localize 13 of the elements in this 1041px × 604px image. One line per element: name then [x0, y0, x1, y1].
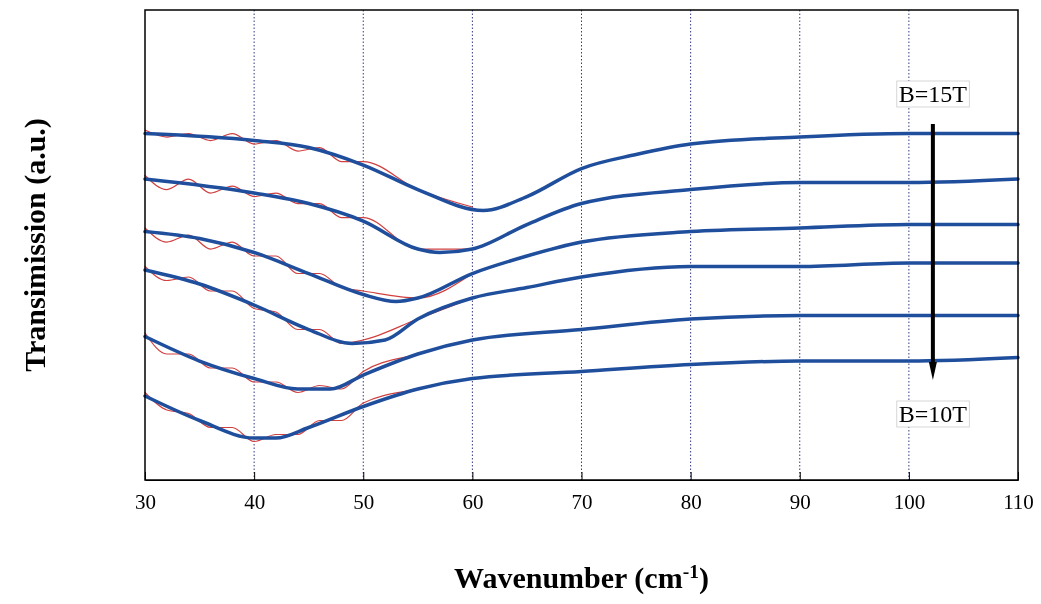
- x-axis-title: Wavenumber (cm$^{-1}$): [454, 560, 709, 595]
- x-tick-label: 30: [135, 489, 156, 514]
- annotation: B=10T: [898, 401, 968, 427]
- text: B=15T: [898, 81, 968, 107]
- x-tick-label: 110: [1003, 489, 1034, 514]
- x-tick-label: 40: [244, 489, 266, 514]
- y-axis-title: Transimission (a.u.): [18, 118, 52, 372]
- x-tick-label: 80: [680, 489, 702, 514]
- x-tick-label: 100: [893, 489, 926, 514]
- x-tick-label: 70: [571, 489, 593, 514]
- x-tick-label: 60: [462, 489, 484, 514]
- x-tick-label: 90: [789, 489, 811, 514]
- x-tick-label: 50: [353, 489, 375, 514]
